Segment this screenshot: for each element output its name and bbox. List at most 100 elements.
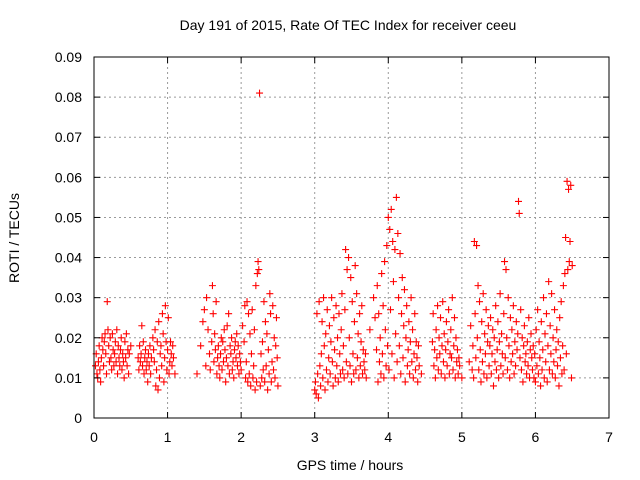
data-point	[254, 258, 262, 266]
data-point	[246, 330, 254, 338]
x-tick-label: 5	[458, 429, 466, 445]
data-point	[439, 358, 447, 366]
data-point	[487, 370, 495, 378]
data-point	[411, 310, 419, 318]
data-point	[150, 358, 158, 366]
data-point	[256, 382, 264, 390]
data-point	[97, 378, 105, 386]
data-point	[323, 306, 331, 314]
data-point	[328, 294, 336, 302]
data-point	[245, 310, 252, 318]
data-point	[111, 338, 119, 346]
data-point	[523, 370, 531, 378]
data-point	[537, 318, 545, 326]
data-point	[508, 326, 516, 334]
data-point	[144, 350, 152, 358]
y-tick-label: 0	[74, 410, 82, 426]
data-point	[247, 382, 255, 390]
data-point	[414, 342, 422, 350]
data-point	[556, 314, 564, 322]
data-point	[407, 294, 415, 302]
data-point	[101, 330, 109, 338]
data-point	[193, 370, 201, 378]
data-point	[217, 350, 225, 358]
data-point	[142, 346, 149, 354]
data-point	[211, 330, 219, 338]
data-point	[197, 342, 205, 350]
data-point	[358, 302, 366, 310]
data-point	[145, 362, 153, 370]
data-point	[523, 338, 531, 346]
data-point	[451, 314, 458, 322]
data-point	[442, 318, 450, 326]
data-point	[486, 342, 494, 350]
data-point	[430, 362, 438, 370]
data-point	[476, 298, 484, 306]
data-point	[264, 346, 272, 354]
data-point	[438, 342, 446, 350]
data-point	[393, 358, 401, 366]
data-point	[357, 338, 365, 346]
data-point	[498, 330, 506, 338]
x-tick-label: 2	[237, 429, 245, 445]
data-point	[366, 326, 374, 334]
y-tick-label: 0.08	[55, 89, 82, 105]
data-point	[349, 350, 357, 358]
data-point	[488, 350, 496, 358]
data-point	[334, 334, 342, 342]
data-point	[251, 386, 259, 394]
data-point	[253, 270, 261, 278]
data-point	[482, 306, 490, 314]
data-point	[384, 342, 392, 350]
data-point	[481, 350, 489, 358]
data-point	[258, 338, 266, 346]
data-point	[566, 238, 574, 246]
data-point	[270, 334, 278, 342]
data-point	[394, 229, 402, 237]
data-point	[535, 338, 543, 346]
data-point	[211, 346, 219, 354]
data-point	[381, 326, 389, 334]
data-point	[118, 366, 126, 374]
data-point	[414, 378, 422, 386]
data-point	[481, 330, 489, 338]
data-point	[113, 326, 121, 334]
data-point	[206, 350, 214, 358]
data-point	[534, 306, 542, 314]
data-point	[530, 374, 538, 382]
data-point	[373, 346, 381, 354]
data-point	[322, 330, 330, 338]
data-point	[545, 366, 553, 374]
data-point	[348, 378, 355, 386]
data-point	[324, 378, 332, 386]
data-point	[517, 306, 525, 314]
data-point	[499, 370, 507, 378]
data-point	[525, 314, 533, 322]
data-point	[160, 378, 168, 386]
data-point	[336, 350, 344, 358]
x-tick-labels: 0 1 2 3 4 5 6 7	[90, 429, 613, 445]
data-point	[537, 382, 545, 390]
data-point	[272, 342, 280, 350]
data-point	[436, 350, 444, 358]
data-point	[450, 342, 458, 350]
data-point	[568, 262, 576, 270]
data-point	[268, 358, 276, 366]
data-point	[341, 306, 349, 314]
data-point	[403, 302, 411, 310]
data-point	[259, 366, 267, 374]
data-point	[144, 378, 152, 386]
data-point	[434, 366, 442, 374]
data-point	[412, 338, 420, 346]
data-point	[567, 181, 575, 189]
data-point	[479, 290, 487, 298]
data-point	[221, 346, 229, 354]
x-tick-label: 3	[311, 429, 319, 445]
data-point	[517, 366, 525, 374]
data-point	[320, 342, 328, 350]
data-point	[567, 374, 575, 382]
data-point	[348, 298, 356, 306]
data-point	[209, 310, 217, 318]
y-tick-label: 0.09	[55, 49, 82, 65]
